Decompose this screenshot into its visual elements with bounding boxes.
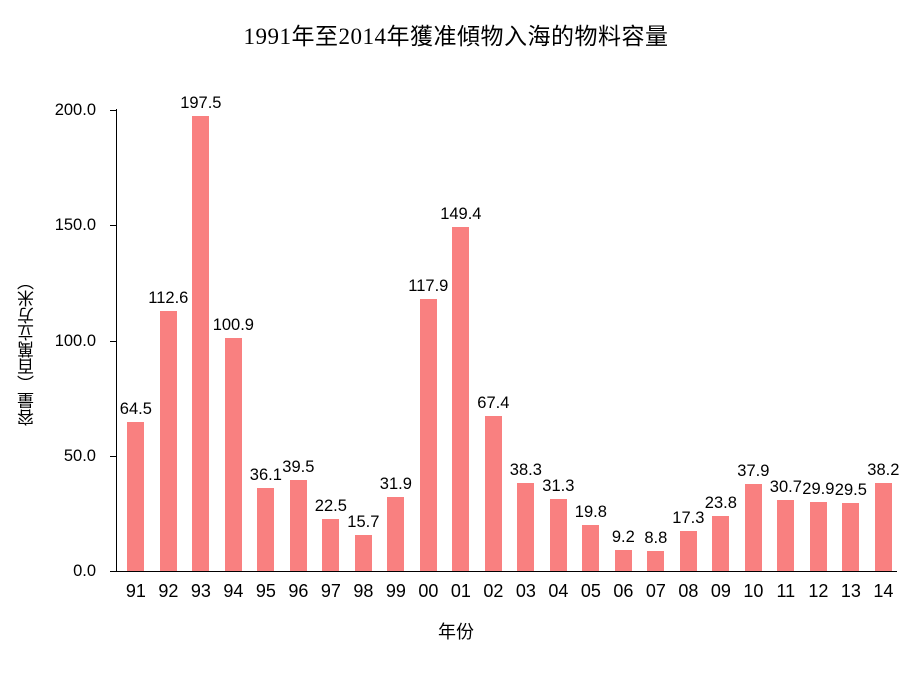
bar[interactable] — [257, 487, 275, 571]
bar[interactable] — [517, 482, 535, 571]
bar-value-label: 30.7 — [769, 478, 802, 497]
bar[interactable] — [387, 497, 405, 571]
bar-value-label: 17.3 — [672, 509, 705, 528]
y-axis-tick-label: 200.0 — [54, 101, 96, 119]
bar-value-label: 9.2 — [611, 527, 635, 546]
y-axis-tick — [110, 456, 117, 457]
x-axis-tick-label: 91 — [125, 581, 146, 601]
bar[interactable] — [614, 549, 632, 571]
bar[interactable] — [322, 519, 340, 571]
bar-value-label: 15.7 — [347, 512, 380, 531]
x-axis-tick-label: 11 — [776, 581, 796, 601]
bar[interactable] — [744, 483, 762, 571]
x-axis-tick-label: 06 — [613, 581, 634, 601]
bar[interactable] — [452, 226, 470, 571]
x-axis-tick-label: 07 — [645, 581, 666, 601]
x-axis-tick-label: 97 — [320, 581, 341, 601]
bar-value-label: 19.8 — [574, 503, 607, 522]
bar-value-label: 29.9 — [802, 480, 835, 499]
bar-value-label: 37.9 — [737, 461, 770, 480]
bar[interactable] — [874, 482, 892, 571]
y-axis-tick-label: 50.0 — [63, 446, 96, 465]
bar-value-label: 23.8 — [704, 494, 737, 513]
bar[interactable] — [647, 550, 665, 571]
bar-value-label: 100.9 — [212, 316, 254, 335]
x-axis-tick-label: 98 — [353, 581, 374, 601]
y-axis-tick-labels: 0.0 50.0 100.0 150.0 200.0 — [0, 0, 110, 679]
x-axis-tick-label: 10 — [743, 581, 764, 601]
bar-value-label: 64.5 — [119, 400, 152, 419]
x-axis-tick-label: 02 — [483, 581, 504, 601]
y-axis-tick — [110, 571, 117, 572]
bar-value-label: 29.5 — [834, 481, 867, 499]
bar-value-label: 22.5 — [314, 497, 347, 516]
y-axis-tick-label: 100.0 — [54, 331, 96, 350]
x-axis-tick-label: 03 — [515, 581, 536, 601]
bar[interactable] — [159, 311, 177, 571]
x-axis-tick-label: 93 — [190, 581, 211, 601]
bar[interactable] — [712, 516, 730, 571]
bar-value-label: 117.9 — [408, 277, 449, 296]
y-axis-tick — [110, 341, 117, 342]
x-axis-line — [116, 571, 897, 572]
x-axis-tick-label: 13 — [840, 581, 861, 601]
bar-value-label: 197.5 — [180, 93, 222, 112]
bar[interactable] — [484, 415, 502, 571]
bar-value-label: 67.4 — [477, 393, 510, 412]
x-axis-tick-label: 04 — [548, 581, 569, 601]
x-axis-tick-label: 95 — [255, 581, 276, 601]
bar[interactable] — [842, 503, 860, 571]
bar-value-label: 31.3 — [542, 476, 575, 495]
bar-value-label: 36.1 — [249, 465, 282, 484]
x-axis-tick-label: 00 — [418, 581, 439, 601]
bar[interactable] — [192, 115, 210, 571]
x-axis-tick-label: 92 — [158, 581, 179, 601]
bar[interactable] — [777, 500, 795, 571]
x-axis-tick-label: 01 — [450, 581, 471, 601]
bar[interactable] — [549, 498, 567, 571]
bar-value-label: 39.5 — [282, 457, 315, 476]
x-axis-tick-label: 94 — [223, 581, 244, 601]
y-axis-tick — [110, 110, 117, 111]
bar[interactable] — [354, 534, 372, 571]
x-axis-tick-label: 05 — [580, 581, 601, 601]
y-axis-tick — [110, 225, 117, 226]
x-axis-tick-label: 09 — [710, 581, 731, 601]
bar-value-label: 8.8 — [644, 528, 668, 547]
bar-value-label: 112.6 — [148, 289, 189, 308]
x-axis-tick-label: 08 — [678, 581, 699, 601]
bar[interactable] — [679, 531, 697, 571]
bar[interactable] — [809, 502, 827, 571]
chart-title: 1991年至2014年獲准傾物入海的物料容量 — [243, 24, 669, 49]
bar[interactable] — [582, 525, 600, 571]
bar-value-label: 149.4 — [440, 204, 482, 223]
x-axis-tick-label: 99 — [385, 581, 406, 601]
y-axis-tick-label: 150.0 — [54, 216, 96, 235]
bar[interactable] — [419, 299, 437, 571]
bar-value-label: 38.2 — [867, 460, 900, 479]
bar-value-label: 38.3 — [509, 460, 542, 479]
plot-area — [117, 110, 897, 571]
bar[interactable] — [289, 479, 307, 571]
y-axis-tick-label: 0.0 — [73, 562, 96, 580]
bar-value-label: 31.9 — [379, 475, 412, 494]
y-axis-line — [116, 109, 117, 572]
x-axis-title: 年份 — [438, 622, 474, 642]
bar[interactable] — [127, 422, 145, 571]
x-axis-tick-label: 12 — [808, 581, 829, 601]
bar[interactable] — [224, 338, 242, 571]
x-axis-tick-label: 14 — [873, 581, 894, 601]
x-axis-tick-label: 96 — [288, 581, 309, 601]
